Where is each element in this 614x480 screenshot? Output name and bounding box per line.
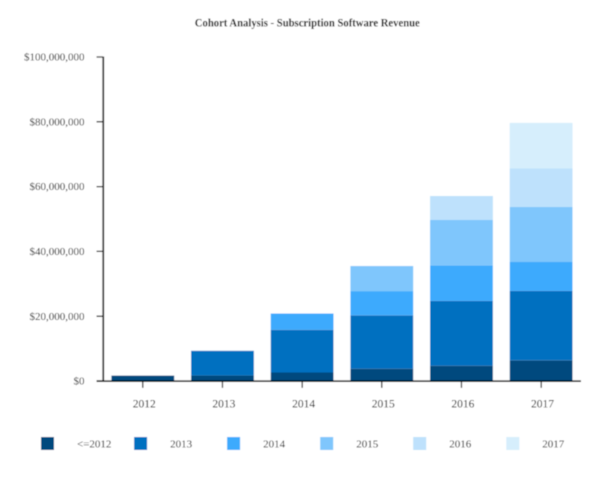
svg-text:2013: 2013 bbox=[212, 399, 235, 411]
svg-text:$60,000,000: $60,000,000 bbox=[30, 181, 86, 193]
svg-text:2014: 2014 bbox=[292, 399, 315, 411]
svg-text:2013: 2013 bbox=[170, 438, 193, 450]
svg-text:2015: 2015 bbox=[372, 399, 395, 411]
svg-text:2014: 2014 bbox=[263, 438, 286, 450]
svg-text:Cohort Analysis - Subscription: Cohort Analysis - Subscription Software … bbox=[195, 18, 420, 30]
svg-text:2016: 2016 bbox=[451, 399, 474, 411]
svg-text:$20,000,000: $20,000,000 bbox=[30, 311, 86, 323]
svg-text:$40,000,000: $40,000,000 bbox=[30, 246, 86, 258]
svg-text:2015: 2015 bbox=[356, 438, 379, 450]
svg-text:$100,000,000: $100,000,000 bbox=[24, 52, 85, 64]
svg-text:$0: $0 bbox=[74, 376, 86, 388]
svg-text:2016: 2016 bbox=[449, 438, 472, 450]
svg-text:2017: 2017 bbox=[531, 399, 554, 411]
svg-text:<=2012: <=2012 bbox=[77, 438, 111, 450]
svg-text:$80,000,000: $80,000,000 bbox=[30, 116, 86, 128]
svg-text:2012: 2012 bbox=[133, 399, 156, 411]
svg-text:2017: 2017 bbox=[542, 438, 565, 450]
